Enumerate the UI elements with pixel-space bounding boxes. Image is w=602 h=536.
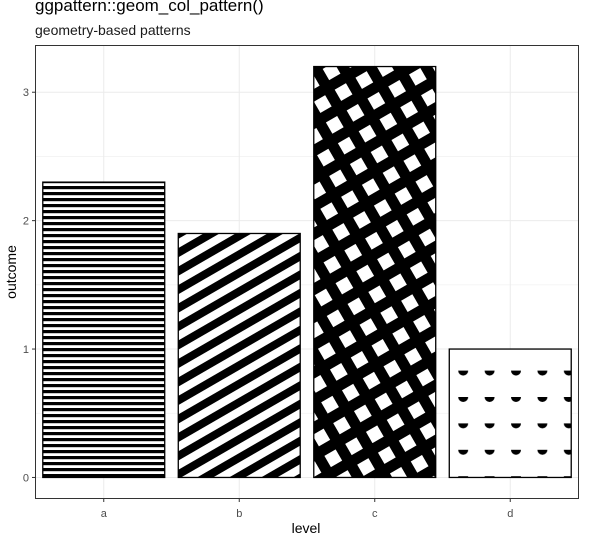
x-axis-title: level bbox=[292, 520, 321, 536]
y-tick-label: 1 bbox=[23, 344, 29, 356]
bar-c bbox=[313, 65, 437, 479]
bars bbox=[42, 65, 572, 479]
chart-subtitle: geometry-based patterns bbox=[35, 22, 191, 38]
bar-d bbox=[448, 348, 572, 479]
x-tick-label: c bbox=[372, 508, 378, 520]
y-tick-label: 0 bbox=[23, 472, 29, 484]
x-tick-label: d bbox=[507, 508, 513, 520]
x-tick-label: a bbox=[101, 508, 108, 520]
panel-border bbox=[35, 45, 579, 499]
bar-a bbox=[42, 181, 166, 479]
chart-title: ggpattern::geom_col_pattern() bbox=[35, 0, 264, 15]
x-axis-ticks: a b c d bbox=[101, 498, 513, 520]
x-tick-label: b bbox=[236, 508, 242, 520]
y-tick-label: 2 bbox=[23, 216, 29, 228]
bar-b bbox=[177, 232, 301, 479]
y-tick-label: 3 bbox=[23, 87, 29, 99]
y-axis-ticks: 0 1 2 3 bbox=[23, 87, 36, 484]
y-axis-title: outcome bbox=[3, 245, 19, 299]
